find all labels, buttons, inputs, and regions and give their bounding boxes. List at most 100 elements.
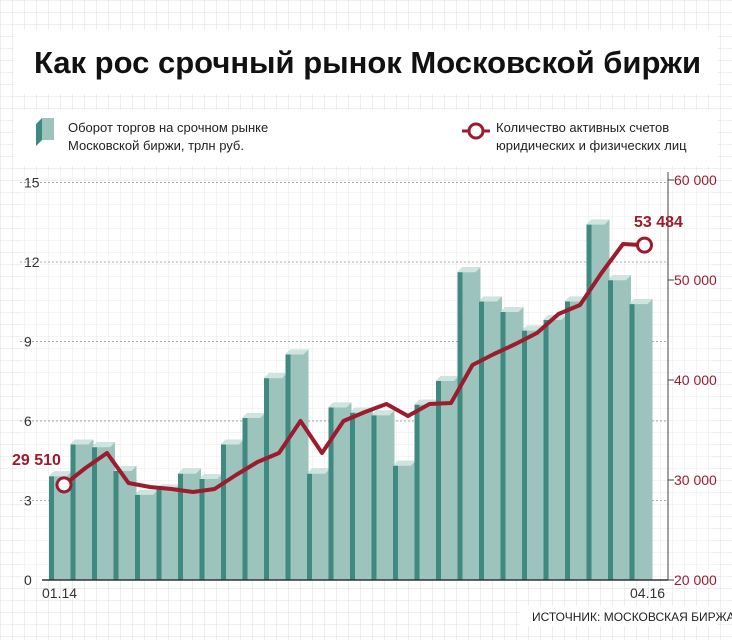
bar-side-8 bbox=[199, 474, 205, 580]
bar-21 bbox=[479, 296, 502, 580]
bar-side-15 bbox=[350, 407, 355, 580]
bar-16 bbox=[371, 410, 395, 580]
bar-top-1 bbox=[49, 471, 72, 477]
left-tick-label-2: 6 bbox=[24, 413, 32, 429]
right-tick-label-3: 50 000 bbox=[674, 272, 717, 288]
bar-18 bbox=[414, 399, 438, 580]
bar-front-2 bbox=[75, 439, 94, 580]
bar-3 bbox=[92, 442, 115, 580]
bar-front-8 bbox=[204, 474, 223, 580]
bar-top-28 bbox=[629, 299, 653, 305]
x-tick-first: 01.14 bbox=[42, 585, 77, 601]
legend-bars-label-1: Оборот торгов на срочном рынке bbox=[68, 120, 268, 135]
bar-top-26 bbox=[586, 219, 610, 225]
bar-front-15 bbox=[355, 407, 373, 580]
bar-side-23 bbox=[522, 325, 527, 580]
left-axis: 0 3 6 9 12 15 bbox=[24, 175, 40, 589]
source-note: ИСТОЧНИК: МОСКОВСКАЯ БИРЖА bbox=[532, 610, 732, 624]
annotation-last-value: 53 484 bbox=[634, 214, 683, 231]
bar-front-6 bbox=[161, 484, 180, 580]
bar-top-3 bbox=[92, 442, 115, 448]
bar-22 bbox=[500, 307, 524, 580]
bar-front-12 bbox=[290, 349, 309, 580]
legend-band bbox=[14, 110, 718, 166]
bar-14 bbox=[328, 402, 352, 580]
bar-20 bbox=[457, 267, 481, 580]
bar-top-10 bbox=[242, 413, 266, 419]
bar-side-20 bbox=[457, 267, 463, 580]
bar-1 bbox=[49, 471, 72, 580]
bar-side-24 bbox=[543, 315, 549, 580]
legend-line-label-2: юридических и физических лиц bbox=[496, 138, 687, 153]
bar-side-7 bbox=[178, 468, 183, 580]
bar-side-16 bbox=[371, 410, 377, 580]
bar-25 bbox=[565, 296, 588, 580]
bar-front-25 bbox=[570, 296, 588, 580]
bar-top-7 bbox=[178, 468, 201, 474]
left-tick-label-1: 3 bbox=[24, 493, 32, 509]
bar-front-16 bbox=[376, 410, 395, 580]
bar-front-3 bbox=[97, 442, 115, 580]
bar-side-13 bbox=[307, 468, 312, 580]
bar-side-1 bbox=[49, 471, 54, 580]
bar-top-9 bbox=[221, 439, 244, 445]
bar-side-11 bbox=[264, 373, 269, 580]
bar-side-3 bbox=[92, 442, 97, 580]
bar-front-11 bbox=[269, 373, 287, 580]
bar-front-24 bbox=[548, 315, 567, 580]
bar-top-12 bbox=[285, 349, 309, 355]
bar-10 bbox=[242, 413, 266, 580]
bar-front-4 bbox=[118, 466, 137, 580]
left-tick-label-4: 12 bbox=[24, 254, 40, 270]
right-tick-label-4: 60 000 bbox=[674, 172, 717, 188]
bar-27 bbox=[608, 275, 631, 580]
bar-front-10 bbox=[247, 413, 266, 580]
legend-marker-icon bbox=[467, 122, 485, 140]
legend-bar-icon bbox=[42, 118, 54, 140]
bar-front-18 bbox=[419, 399, 438, 580]
bar-side-14 bbox=[328, 402, 334, 580]
bar-side-2 bbox=[70, 439, 76, 580]
bar-top-17 bbox=[393, 460, 416, 466]
bar-side-9 bbox=[221, 439, 226, 580]
line-point-1 bbox=[55, 476, 73, 494]
left-tick-label-0: 0 bbox=[24, 572, 32, 588]
bar-front-21 bbox=[484, 296, 502, 580]
bar-side-27 bbox=[608, 275, 613, 580]
right-axis: 20 000 30 000 40 000 50 000 60 000 bbox=[668, 172, 717, 588]
bar-front-28 bbox=[634, 299, 653, 580]
bars bbox=[49, 219, 653, 580]
bar-side-10 bbox=[242, 413, 248, 580]
line-path bbox=[62, 242, 645, 494]
bar-17 bbox=[393, 460, 416, 580]
line-point-28 bbox=[636, 236, 653, 254]
bar-11 bbox=[264, 373, 287, 580]
bar-side-22 bbox=[500, 307, 506, 580]
bar-6 bbox=[156, 484, 180, 580]
right-tick-label-2: 40 000 bbox=[674, 372, 717, 388]
bar-28 bbox=[629, 299, 653, 580]
bar-front-19 bbox=[441, 375, 459, 580]
bar-top-21 bbox=[479, 296, 502, 302]
bar-side-18 bbox=[414, 399, 420, 580]
bar-2 bbox=[70, 439, 94, 580]
x-tick-last: 04.16 bbox=[630, 585, 665, 601]
bar-top-16 bbox=[371, 410, 395, 416]
bar-top-20 bbox=[457, 267, 481, 273]
bar-7 bbox=[178, 468, 201, 580]
bar-front-23 bbox=[527, 325, 545, 580]
right-tick-label-1: 30 000 bbox=[674, 472, 717, 488]
bar-front-5 bbox=[140, 489, 158, 580]
bar-side-5 bbox=[135, 489, 140, 580]
bar-13 bbox=[307, 468, 330, 580]
bar-front-7 bbox=[183, 468, 201, 580]
bar-top-14 bbox=[328, 402, 352, 408]
bar-side-26 bbox=[586, 219, 592, 580]
bar-top-11 bbox=[264, 373, 287, 379]
bar-5 bbox=[135, 489, 158, 580]
bar-26 bbox=[586, 219, 610, 580]
bar-top-22 bbox=[500, 307, 524, 313]
bar-side-21 bbox=[479, 296, 484, 580]
bar-side-12 bbox=[285, 349, 291, 580]
bar-23 bbox=[522, 325, 545, 580]
